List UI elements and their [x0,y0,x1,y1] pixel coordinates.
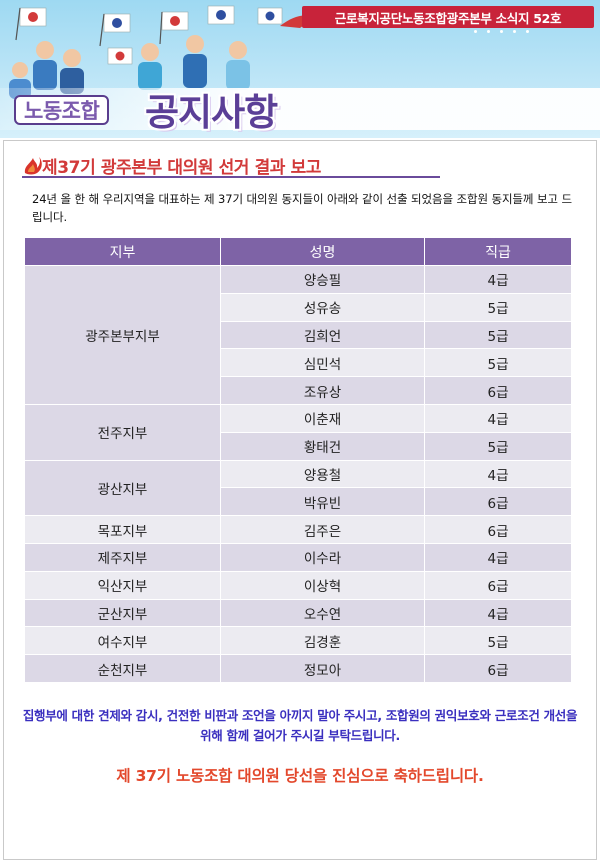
branch-cell: 광산지부 [24,459,221,517]
grade-cell: 5급 [424,626,572,656]
congratulations-message: 제 37기 노동조합 대의원 당선을 진심으로 축하드립니다. [116,767,484,785]
name-cell: 양용철 [220,459,425,489]
table-row: 박유빈 6급 [25,487,572,517]
grade-cell: 4급 [424,598,572,628]
name-cell: 심민석 [220,348,425,378]
issue-label: 근로복지공단노동조합광주본부 소식지 52호 [334,10,562,26]
table-row: 성유송 5급 [25,292,572,322]
name-cell: 김경훈 [220,626,425,656]
grade-cell: 5급 [424,348,572,378]
table-row: 광주본부지부 양승필 4급 [24,265,572,405]
flag-icon [15,7,47,41]
name-cell: 황태건 [220,431,425,461]
header-grade: 직급 [424,237,572,266]
table-row: 심민석 5급 [25,348,572,378]
table-row: 여수지부 김경훈 5급 [24,626,572,656]
grade-cell: 4급 [424,403,572,433]
name-cell: 정모아 [220,654,425,683]
request-note: 집행부에 대한 견제와 감시, 건전한 비판과 조언을 아끼지 말아 주시고, … [22,708,578,743]
header-branch: 지부 [24,237,221,266]
grade-cell: 5급 [424,320,572,350]
header-banner: 근로복지공단노동조합광주본부 소식지 52호 노동조합 공지사항 [0,0,600,138]
grade-cell: 6급 [424,487,572,517]
title-small-box: 노동조합 [14,95,110,125]
grade-cell: 5급 [424,292,572,322]
name-cell: 오수연 [220,598,425,628]
flag-icon [159,11,189,45]
grade-cell: 6급 [424,654,572,683]
table-header-row: 지부 성명 직급 [24,237,572,266]
flag-icon [99,13,131,47]
section-title: 제37기 광주본부 대의원 선거 결과 보고 [42,158,322,178]
table-body: 광주본부지부 양승필 4급 성유송 5급 김희언 5급 심민석 5급 조유상 6급 전주지부 이춘재 4급… [24,265,572,683]
table-row: 전주지부 이춘재 4급 [24,403,572,461]
branch-cell: 익산지부 [24,570,221,600]
grade-cell: 4급 [424,542,572,572]
table-row: 김희언 5급 [25,320,572,350]
flag-icon [207,5,235,25]
table-row: 조유상 6급 [25,376,572,405]
table-row: 황태건 5급 [25,431,572,461]
name-cell: 박유빈 [220,487,425,517]
name-cell: 양승필 [220,265,425,294]
grade-cell: 4급 [424,265,572,294]
issue-label-bar: 근로복지공단노동조합광주본부 소식지 52호 [302,6,594,28]
table-row: 목포지부 김주은 6급 [24,515,572,544]
table-row: 제주지부 이수라 4급 [24,542,572,572]
section-heading: 제37기 광주본부 대의원 선거 결과 보고 [22,152,440,178]
branch-cell: 제주지부 [24,542,221,572]
name-cell: 김희언 [220,320,425,350]
branch-cell: 목포지부 [24,515,221,544]
branch-cell: 광주본부지부 [24,265,221,405]
branch-cell: 전주지부 [24,403,221,461]
name-cell: 이춘재 [220,403,425,433]
table-row: 순천지부 정모아 6급 [24,654,572,683]
flag-icon [257,7,283,25]
table-row: 광산지부 양용철 4급 [24,459,572,517]
flag-icon [107,47,133,65]
table-row: 익산지부 이상혁 6급 [24,570,572,600]
decorative-dots [474,30,529,33]
title-large: 공지사항 [145,91,278,134]
branch-cell: 여수지부 [24,626,221,656]
branch-cell: 순천지부 [24,654,221,683]
name-cell: 성유송 [220,292,425,322]
branch-cell: 군산지부 [24,598,221,628]
grade-cell: 6급 [424,376,572,405]
name-cell: 조유상 [220,376,425,405]
intro-text: 24년 올 한 해 우리지역을 대표하는 제 37기 대의원 동지들이 아래와 … [32,192,572,224]
grade-cell: 5급 [424,431,572,461]
name-cell: 이상혁 [220,570,425,600]
name-cell: 이수라 [220,542,425,572]
election-results-table: 지부 성명 직급 광주본부지부 양승필 4급 성유송 5급 김희언 5급 심민석 5급 조유상 6급… [24,237,572,683]
flame-icon [24,157,42,175]
header-name: 성명 [220,237,425,266]
grade-cell: 4급 [424,459,572,489]
flame-icon [280,15,309,28]
grade-cell: 6급 [424,515,572,544]
name-cell: 김주은 [220,515,425,544]
title-small: 노동조합 [24,99,100,123]
grade-cell: 6급 [424,570,572,600]
table-row: 군산지부 오수연 4급 [24,598,572,628]
